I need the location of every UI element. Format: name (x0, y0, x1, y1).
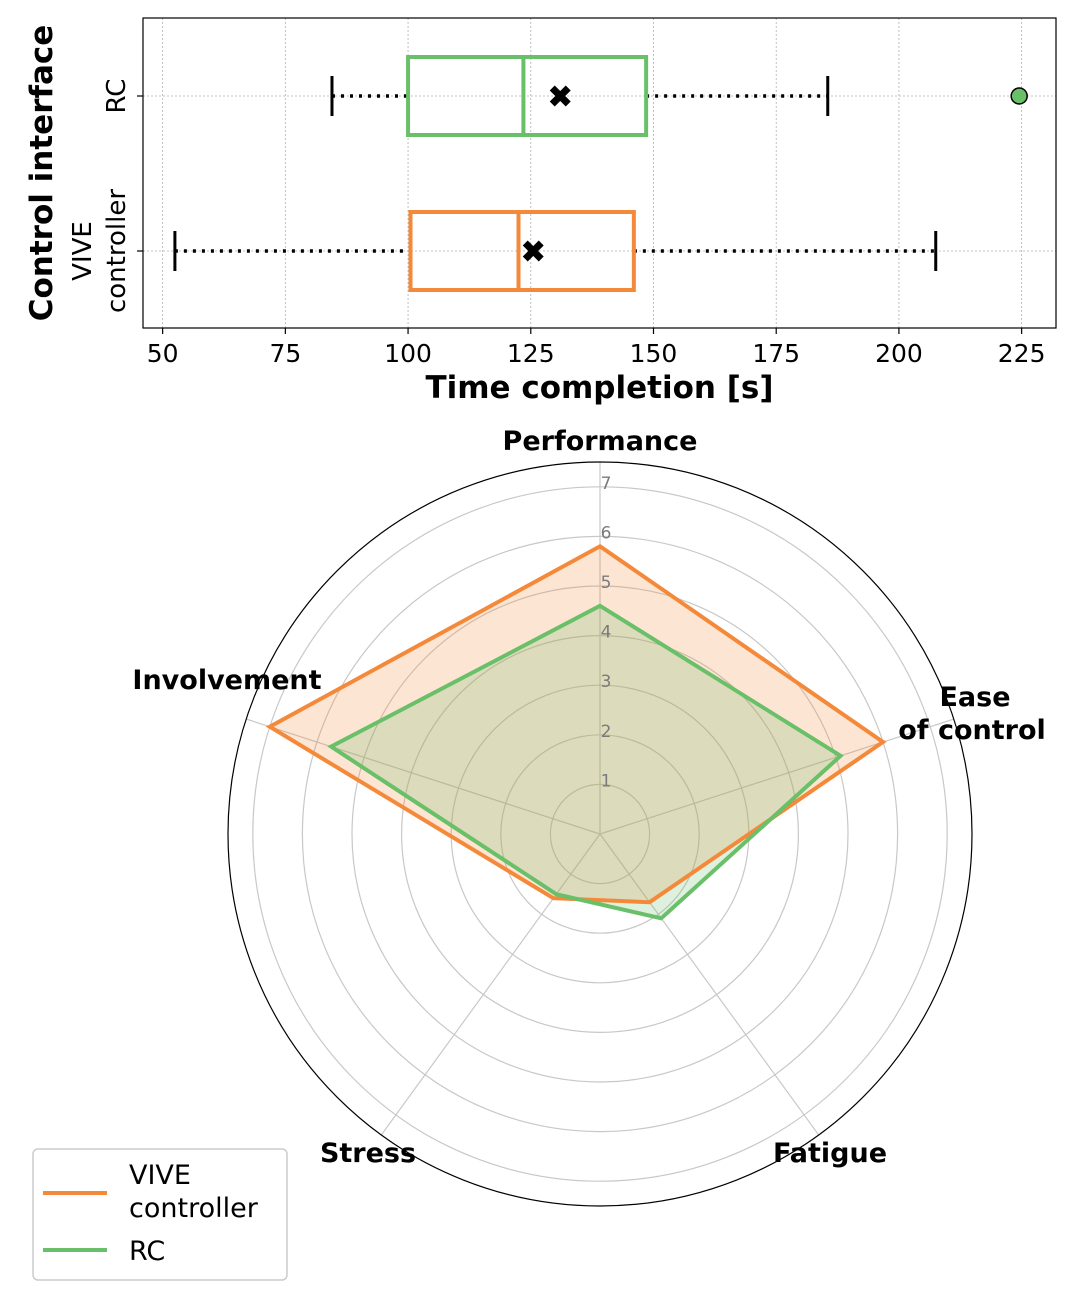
spoke-line (380, 833, 601, 1136)
spoke-line (599, 833, 820, 1136)
y-tick-label: controller (102, 189, 132, 313)
x-axis-label: Time completion [s] (425, 370, 773, 406)
r-tick-label: 2 (601, 722, 612, 742)
axis-label-ease-of-control: Ease (939, 682, 1010, 713)
axis-label-fatigue: Fatigue (773, 1138, 887, 1169)
r-tick-label: 5 (601, 573, 612, 593)
x-tick-label: 50 (147, 339, 179, 368)
y-tick-label: RC (102, 79, 132, 114)
y-tick-label: VIVE (68, 221, 98, 281)
series-fill-vive-controller (269, 546, 883, 903)
x-tick-label: 175 (752, 339, 800, 368)
r-tick-label: 3 (601, 672, 612, 692)
series-line-vive-controller (265, 543, 887, 905)
x-tick-label: 125 (507, 339, 555, 368)
x-tick-label: 75 (269, 339, 301, 368)
spoke-line (246, 718, 601, 835)
x-tick-label: 150 (630, 339, 678, 368)
legend-box (32, 1148, 288, 1281)
axis-label-stress: Stress (320, 1138, 416, 1169)
axis-label-involvement: Involvement (132, 665, 321, 696)
axis-label-performance: Performance (503, 426, 698, 457)
x-tick-label: 100 (384, 339, 432, 368)
x-tick-label: 200 (875, 339, 923, 368)
plot-frame (142, 17, 1057, 329)
radar-frame (227, 461, 973, 1207)
boxplot-chart: 50 75 100 125 150 175 200 225 Time completion [s… (24, 17, 1057, 406)
box-rc (406, 55, 649, 137)
series-fill-rc (331, 605, 841, 919)
spoke-line (599, 718, 954, 835)
legend-label: VIVE (129, 1160, 191, 1191)
legend-label: RC (129, 1236, 165, 1267)
x-tick-label: 225 (998, 339, 1046, 368)
mean-marker (522, 240, 544, 262)
legend-label: controller (129, 1193, 259, 1224)
mean-marker (549, 85, 571, 107)
r-tick-label: 4 (601, 623, 612, 643)
r-tick-label: 1 (601, 771, 612, 791)
r-tick-label: 6 (601, 523, 612, 543)
r-tick-label: 7 (601, 474, 612, 494)
outlier-point (1010, 87, 1028, 105)
box-vive-controller (408, 210, 636, 292)
series-line-rc (327, 603, 844, 921)
y-axis-label: Control interface (24, 25, 60, 322)
axis-label-ease-of-control: of control (898, 715, 1046, 746)
